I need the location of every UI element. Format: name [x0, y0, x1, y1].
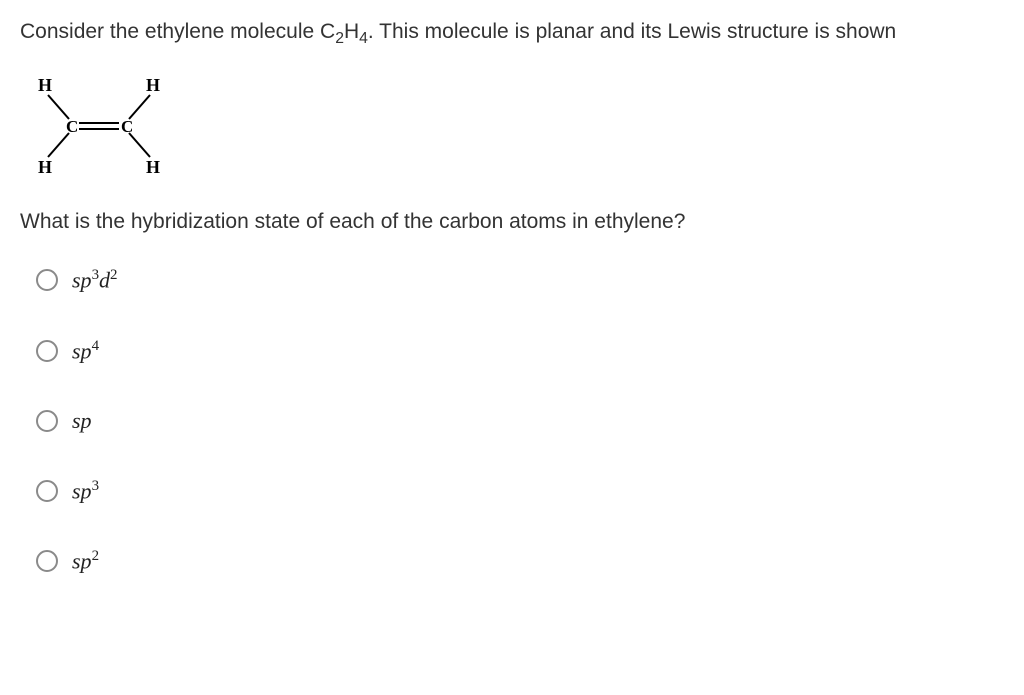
atom-h-bottom-right: H	[146, 157, 160, 177]
question-intro: Consider the ethylene molecule C2H4. Thi…	[20, 16, 1004, 51]
option-label: sp4	[72, 338, 99, 364]
radio-icon[interactable]	[36, 340, 58, 362]
question-followup: What is the hybridization state of each …	[20, 206, 1004, 238]
lewis-structure-diagram: H H H H C C	[24, 71, 1004, 186]
atom-h-top-left: H	[38, 75, 52, 95]
option-sp3d2[interactable]: sp3d2	[36, 267, 1004, 293]
option-label: sp	[72, 408, 92, 434]
option-sp[interactable]: sp	[36, 408, 1004, 434]
option-sp3[interactable]: sp3	[36, 478, 1004, 504]
options-group: sp3d2 sp4 sp sp3 sp2	[36, 267, 1004, 574]
atom-h-bottom-left: H	[38, 157, 52, 177]
radio-icon[interactable]	[36, 480, 58, 502]
option-label: sp3d2	[72, 267, 118, 293]
option-sp2[interactable]: sp2	[36, 548, 1004, 574]
option-label: sp2	[72, 548, 99, 574]
radio-icon[interactable]	[36, 410, 58, 432]
radio-icon[interactable]	[36, 550, 58, 572]
radio-icon[interactable]	[36, 269, 58, 291]
atom-c-left: C	[66, 117, 78, 136]
atom-h-top-right: H	[146, 75, 160, 95]
option-label: sp3	[72, 478, 99, 504]
atom-c-right: C	[121, 117, 133, 136]
option-sp4[interactable]: sp4	[36, 338, 1004, 364]
